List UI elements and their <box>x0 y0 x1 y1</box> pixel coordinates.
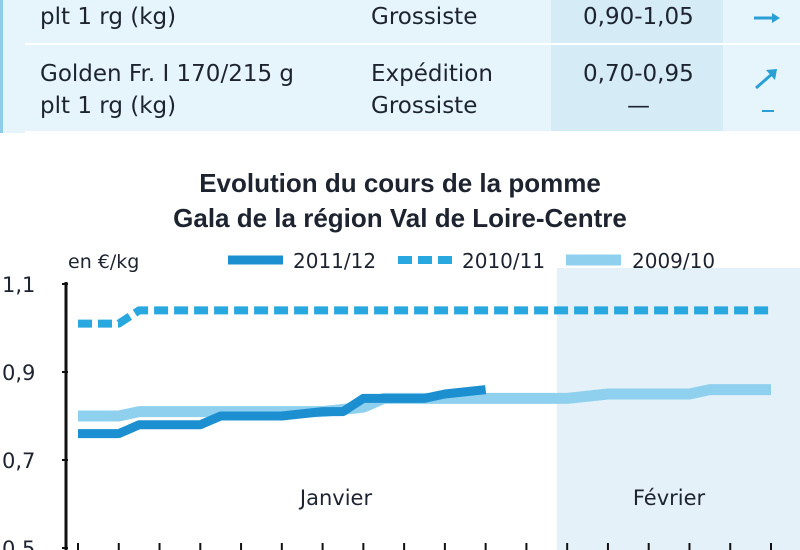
price-range: 0,70-0,95 <box>583 61 694 87</box>
series-line-2011-12 <box>78 385 487 439</box>
legend-label-2010-11: 2010/11 <box>462 249 545 273</box>
price-range: 0,90-1,05 <box>583 4 694 30</box>
price-table: plt 1 rg (kg) Grossiste 0,90-1,05 Golden… <box>0 0 800 133</box>
market-line-2: Grossiste <box>371 4 478 30</box>
y-axis-unit-label: en €/kg <box>68 251 139 273</box>
dash-icon <box>758 96 778 126</box>
market-line-2: Grossiste <box>371 93 478 119</box>
price-column-background <box>551 0 723 133</box>
row-separator <box>25 43 800 45</box>
row-separator <box>25 131 800 133</box>
arrow-right-icon <box>750 0 784 37</box>
y-tick-label: 1,1 <box>2 273 35 297</box>
period-label-janvier: Janvier <box>298 486 373 510</box>
product-line-2: plt 1 rg (kg) <box>40 93 177 119</box>
chart-title-line-2: Gala de la région Val de Loire-Centre <box>173 203 627 233</box>
product-line-1: Golden Fr. I 170/215 g <box>40 61 294 87</box>
price-range-empty: — <box>627 93 650 119</box>
y-tick-label: 0,7 <box>2 449 35 473</box>
arrow-up-right-icon <box>750 64 784 101</box>
legend-label-2009-10: 2009/10 <box>632 249 715 273</box>
february-background <box>557 268 800 550</box>
period-label-fevrier: Février <box>633 486 706 510</box>
chart-title-line-1: Evolution du cours de la pomme <box>199 168 601 198</box>
legend-label-2011-12: 2011/12 <box>293 249 376 273</box>
market-line-1: Expédition <box>371 61 493 87</box>
y-tick-label: 0,5 <box>2 537 35 550</box>
series-line-2010-11 <box>78 306 771 328</box>
y-tick-label: 0,9 <box>2 361 35 385</box>
product-line-2: plt 1 rg (kg) <box>40 4 177 30</box>
